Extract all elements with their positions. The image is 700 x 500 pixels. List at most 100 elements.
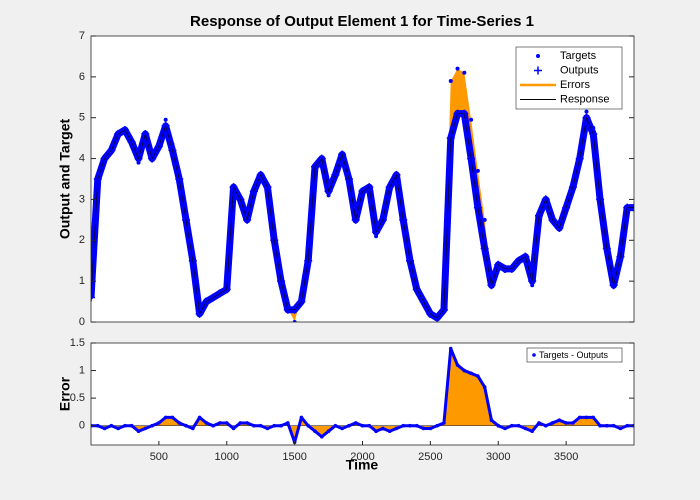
y-tick-label: 6 [79, 71, 85, 83]
error-marker [340, 426, 344, 431]
error-marker [123, 423, 127, 428]
plot-layer [91, 346, 634, 445]
target-marker [503, 268, 508, 273]
x-tick-label: 1500 [282, 451, 306, 463]
y-axis-label: Output and Target [57, 119, 73, 240]
error-marker [177, 421, 182, 425]
legend-box [515, 46, 623, 110]
error-marker [238, 421, 243, 425]
y-tick-label: 0 [79, 316, 85, 328]
error-marker [428, 426, 433, 431]
y-tick-label: 5 [79, 112, 85, 124]
error-marker [510, 423, 514, 428]
error-marker [503, 426, 507, 431]
error-marker [102, 426, 107, 431]
error-marker [211, 423, 215, 428]
error-marker [95, 423, 100, 428]
error-marker [564, 421, 568, 425]
error-marker [367, 423, 372, 428]
response-line [91, 113, 634, 319]
error-marker [143, 426, 148, 431]
error-marker [550, 421, 555, 425]
error-marker [319, 434, 324, 439]
error-marker [476, 374, 480, 378]
error-marker [394, 426, 399, 431]
y-tick-label: 0 [79, 420, 85, 432]
legend-label: Targets [560, 50, 597, 62]
error-marker [571, 421, 575, 425]
error-marker [360, 423, 365, 428]
target-marker [591, 125, 596, 130]
error-marker [109, 423, 114, 428]
target-marker [469, 117, 474, 122]
y-tick-label: 1 [79, 275, 85, 287]
error-marker [347, 423, 351, 428]
error-marker [265, 426, 270, 431]
error-marker [605, 423, 609, 428]
target-marker [326, 193, 331, 198]
error-marker [448, 346, 453, 351]
x-tick-label: 2000 [350, 451, 374, 463]
error-marker [163, 415, 168, 420]
axes-frame [90, 342, 635, 446]
target-marker [91, 295, 93, 300]
legend-label: Outputs [560, 64, 599, 76]
x-axis-label: Time [346, 457, 379, 473]
error-marker [611, 423, 616, 428]
error-marker [496, 423, 501, 428]
error-marker [326, 429, 331, 434]
error-marker [245, 421, 249, 425]
error-marker [530, 429, 534, 434]
error-marker [455, 363, 460, 367]
error-marker [387, 429, 392, 434]
error-marker [170, 415, 175, 420]
error-marker [136, 429, 141, 434]
error-marker [224, 421, 229, 425]
error-marker [442, 421, 446, 425]
legend-label: Errors [560, 79, 590, 91]
y-tick-label: 1 [79, 364, 85, 376]
error-marker [469, 371, 473, 376]
y-tick-label: 4 [79, 152, 85, 164]
target-marker [428, 313, 433, 318]
error-marker [279, 423, 283, 428]
legend-box [526, 347, 623, 363]
target-marker [238, 195, 243, 200]
error-marker [577, 415, 582, 420]
error-marker [435, 423, 439, 428]
target-marker [482, 217, 487, 222]
error-marker [150, 423, 154, 428]
legend-icon [534, 66, 542, 75]
target-marker [380, 219, 385, 224]
axes-frame [90, 35, 635, 323]
error-marker [116, 426, 120, 431]
output-marker [91, 293, 95, 302]
legend-label: Response [560, 93, 610, 105]
error-marker [625, 423, 630, 428]
legend-label: Targets - Outputs [539, 350, 609, 360]
error-marker [353, 421, 358, 425]
error-marker [272, 423, 277, 428]
y-tick-label: 0.5 [70, 392, 85, 404]
target-marker [197, 305, 202, 310]
target-marker [204, 297, 209, 302]
y-tick-label: 1.5 [70, 337, 85, 349]
error-marker [197, 415, 202, 420]
error-marker [598, 423, 602, 428]
error-marker [231, 426, 236, 431]
target-marker [163, 117, 168, 122]
y-tick-label: 3 [79, 193, 85, 205]
target-marker [584, 109, 589, 114]
error-marker [218, 421, 222, 425]
target-marker [374, 234, 379, 239]
error-marker [333, 423, 338, 428]
error-marker [184, 423, 188, 428]
error-marker [286, 421, 290, 425]
target-marker [475, 168, 480, 173]
target-marker [170, 142, 175, 147]
x-tick-label: 3500 [554, 451, 578, 463]
y-tick-label: 7 [79, 30, 85, 42]
error-marker [415, 423, 419, 428]
error-marker [618, 426, 623, 431]
error-marker [313, 429, 317, 434]
